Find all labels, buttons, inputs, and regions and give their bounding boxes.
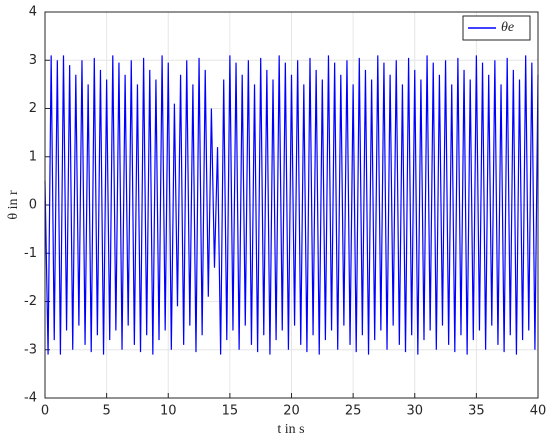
- y-tick-label: 4: [29, 5, 37, 20]
- y-tick-label: -1: [24, 246, 37, 261]
- legend-label: θe: [501, 20, 514, 35]
- y-tick-label: 0: [29, 198, 37, 213]
- x-tick-label: 25: [345, 404, 362, 419]
- plot-frame: [44, 11, 539, 399]
- x-axis-label: t in s: [277, 422, 304, 437]
- x-tick-label: 15: [222, 404, 239, 419]
- x-tick-label: 5: [102, 404, 110, 419]
- x-tick-label: 40: [530, 404, 547, 419]
- y-tick-label: -2: [24, 294, 37, 309]
- y-tick-label: 2: [29, 101, 37, 116]
- y-tick-label: -4: [24, 391, 37, 406]
- x-tick-label: 35: [468, 404, 485, 419]
- data-line: [44, 55, 539, 355]
- x-tick-label: 10: [160, 404, 177, 419]
- x-tick-label: 0: [41, 404, 49, 419]
- y-axis-label: θ in r: [6, 190, 21, 220]
- x-tick-label: 30: [406, 404, 423, 419]
- y-tick-label: -3: [24, 342, 37, 357]
- y-tick-label: 3: [29, 53, 37, 68]
- x-tick-label: 20: [283, 404, 300, 419]
- y-tick-label: 1: [29, 149, 37, 164]
